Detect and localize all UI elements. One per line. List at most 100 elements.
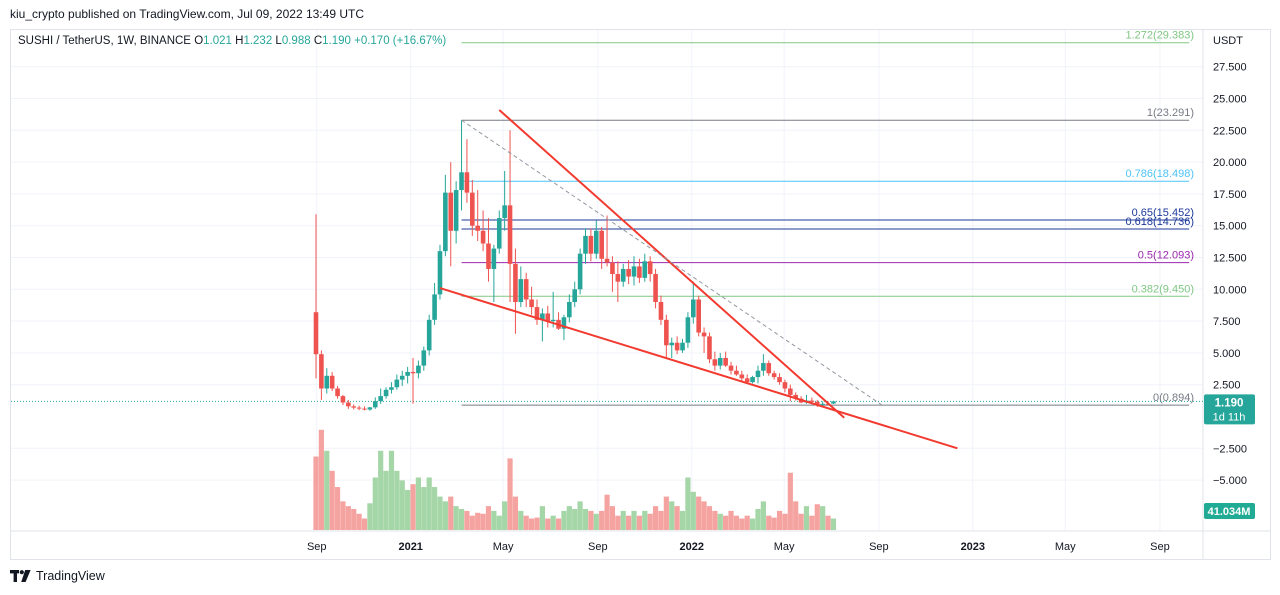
volume-bar xyxy=(512,496,519,530)
candle-body xyxy=(777,377,782,383)
fib-level-label: 1.272(29.383) xyxy=(1126,30,1195,42)
volume-bar xyxy=(340,501,346,530)
candle-body xyxy=(335,388,340,397)
volume-bars xyxy=(313,429,837,530)
volume-bar xyxy=(771,517,777,530)
candle-body xyxy=(631,266,637,277)
price-tick-label: 20.000 xyxy=(1213,157,1247,169)
candle-body xyxy=(793,394,799,399)
volume-bar xyxy=(448,496,454,530)
publisher-line: kiu_crypto published on TradingView.com,… xyxy=(10,7,364,21)
volume-bar xyxy=(491,510,497,530)
candle-body xyxy=(642,261,648,278)
volume-bar xyxy=(378,450,384,530)
candle-body xyxy=(707,336,712,360)
chart-legend: SUSHI / TetherUS, 1W, BINANCE O1.021 H1.… xyxy=(18,35,447,47)
axis-badges: 1.190 1d 11h 41.034M xyxy=(1204,394,1255,519)
candle-body xyxy=(523,279,529,300)
volume-bar xyxy=(776,510,783,530)
volume-bar xyxy=(313,456,319,530)
volume-bar xyxy=(507,458,513,530)
legend-close-label: C xyxy=(313,35,323,47)
volume-bar xyxy=(588,510,594,530)
fib-level-label: 0.382(9.450) xyxy=(1132,283,1194,295)
candle-body xyxy=(680,342,685,351)
volume-bar xyxy=(809,515,815,530)
time-tick-label: Sep xyxy=(869,541,889,553)
candle-body xyxy=(459,172,464,191)
volume-bar xyxy=(545,518,551,530)
volume-bar xyxy=(405,489,411,530)
candle-body xyxy=(416,365,421,374)
volume-bar xyxy=(706,506,713,530)
chart-frame xyxy=(10,29,1271,560)
candle-body xyxy=(744,378,750,383)
time-tick-label: May xyxy=(1055,541,1076,553)
fib-level-label: 0.786(18.498) xyxy=(1126,168,1195,180)
candle-body xyxy=(831,401,836,404)
price-tick-label: 25.000 xyxy=(1213,94,1247,106)
trendline-upper xyxy=(498,109,845,419)
volume-bar xyxy=(728,510,734,530)
legend-symbol[interactable]: SUSHI / TetherUS, 1W, BINANCE xyxy=(18,35,191,47)
volume-bar xyxy=(701,501,707,530)
candle-body xyxy=(788,388,793,395)
candle-body xyxy=(658,302,664,320)
legend-low-value: 0.988 xyxy=(281,35,311,47)
tradingview-footer[interactable]: TradingView xyxy=(10,569,105,583)
price-tick-label: 27.500 xyxy=(1213,62,1247,74)
tradingview-brand: TradingView xyxy=(36,569,105,583)
volume-bar xyxy=(442,501,448,530)
candlesticks xyxy=(313,120,836,411)
candle-body xyxy=(593,230,599,254)
candle-body xyxy=(696,299,701,333)
candle-body xyxy=(378,396,383,402)
candle-body xyxy=(771,373,777,378)
volume-bar xyxy=(615,515,621,530)
candle-body xyxy=(313,312,319,355)
volume-bar xyxy=(415,477,422,530)
volume-bar xyxy=(652,506,659,530)
candle-body xyxy=(734,370,739,375)
volume-bar xyxy=(372,477,378,530)
volume-bar xyxy=(496,515,502,530)
volume-bar xyxy=(518,510,524,530)
candle-body xyxy=(421,350,427,366)
volume-bar xyxy=(421,487,427,530)
candle-body xyxy=(496,218,502,249)
time-tick-label: Sep xyxy=(307,541,327,553)
volume-bar xyxy=(604,494,610,530)
candle-body xyxy=(615,274,621,282)
candle-body xyxy=(394,379,400,388)
candle-body xyxy=(464,172,470,193)
volume-bar xyxy=(577,501,583,530)
volume-bar xyxy=(534,517,540,530)
volume-bar xyxy=(803,506,810,530)
candle-body xyxy=(399,375,405,380)
volume-bar xyxy=(572,509,578,530)
volume-bar xyxy=(674,506,680,530)
bar-countdown: 1d 11h xyxy=(1213,411,1246,423)
volume-bar xyxy=(437,496,443,530)
candle-body xyxy=(588,235,594,254)
candle-body xyxy=(448,192,454,231)
candle-body xyxy=(367,407,373,410)
candle-body xyxy=(550,319,556,322)
candle-body xyxy=(432,294,437,320)
volume-bar xyxy=(620,510,626,530)
candle-body xyxy=(475,225,480,231)
volume-bar xyxy=(345,506,351,530)
candle-body xyxy=(674,342,680,351)
volume-bar xyxy=(555,518,562,530)
candle-body xyxy=(362,408,367,410)
price-tick-label: 17.500 xyxy=(1213,189,1247,201)
volume-bar xyxy=(318,429,324,530)
candle-body xyxy=(561,317,567,329)
candle-body xyxy=(669,342,675,346)
candle-body xyxy=(410,371,416,374)
volume-bar xyxy=(820,506,826,530)
price-tick-label: 15.000 xyxy=(1213,221,1247,233)
candle-body xyxy=(329,375,335,389)
candle-body xyxy=(437,251,443,295)
